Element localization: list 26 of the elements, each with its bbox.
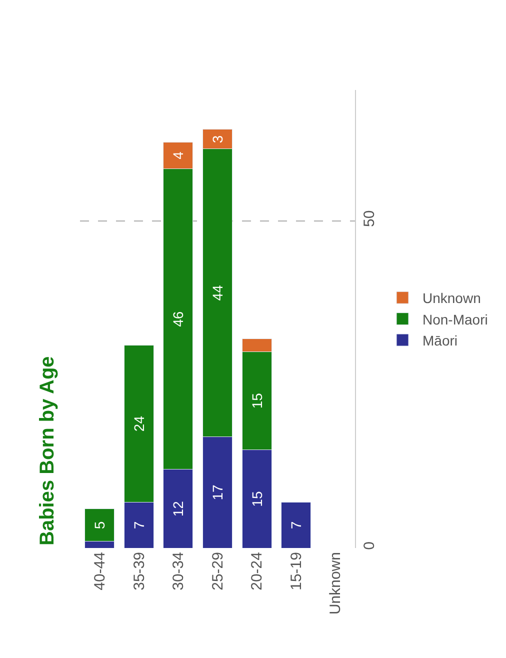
data-label: 15 (248, 392, 265, 409)
x-tick-label: 35-39 (130, 552, 148, 590)
x-tick-label: 25-29 (209, 552, 226, 590)
x-tick-label: 20-24 (248, 552, 266, 590)
y-tick-label: 50 (361, 210, 378, 227)
data-label: 4 (170, 151, 186, 160)
data-label: 15 (248, 491, 265, 507)
data-label: 46 (170, 311, 186, 327)
x-tick-label: 15-19 (288, 552, 305, 590)
legend-label: Non-Maori (422, 311, 488, 328)
data-label: 17 (210, 484, 226, 500)
legend-label: Unknown (422, 290, 481, 306)
x-tick-label: 30-34 (170, 552, 188, 590)
data-label: 12 (170, 500, 186, 517)
data-label: 3 (210, 135, 226, 144)
text: Babies Born by Age (36, 356, 58, 546)
x-tick-label: Unknown (327, 552, 344, 615)
data-label: 7 (130, 521, 147, 530)
x-tick-label: 40-44 (92, 552, 109, 590)
y-tick-label: 0 (361, 542, 378, 550)
data-label: 7 (288, 521, 304, 530)
legend-label: Māori (422, 332, 458, 348)
data-label: 24 (130, 416, 147, 432)
data-label: 44 (210, 284, 226, 301)
bar (281, 502, 312, 548)
data-label: 5 (92, 521, 108, 530)
